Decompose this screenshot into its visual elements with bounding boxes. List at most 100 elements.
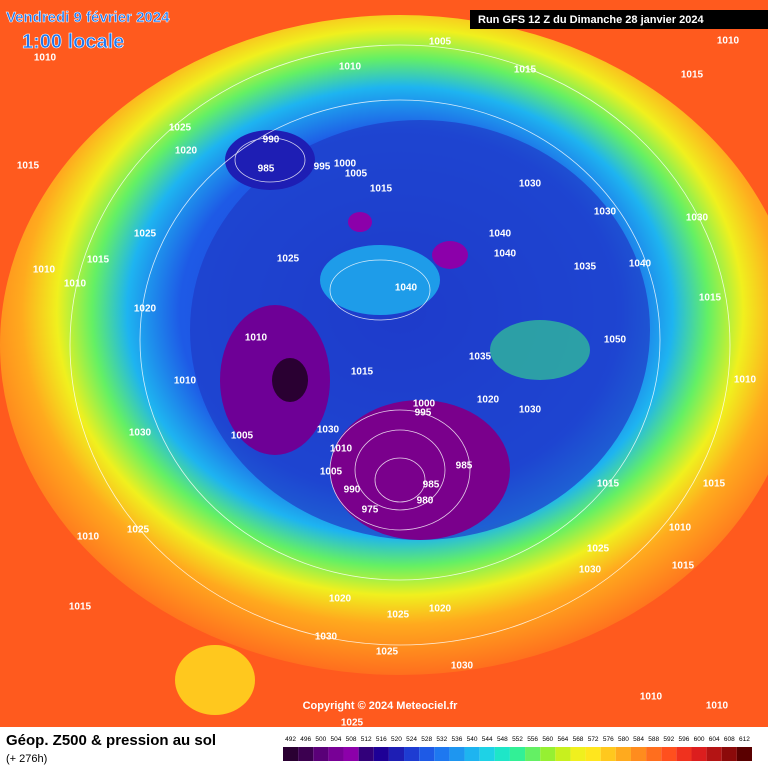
pressure-label: 1030: [594, 207, 617, 218]
pressure-label: 1020: [134, 304, 157, 315]
legend-label: 612: [739, 736, 750, 743]
legend-label: 596: [678, 736, 689, 743]
legend-label: 560: [542, 736, 553, 743]
pressure-label: 1025: [341, 718, 364, 729]
lead-time: (+ 276h): [6, 753, 47, 765]
legend-label: 584: [633, 736, 644, 743]
pressure-label: 985: [423, 480, 440, 491]
pressure-label: 1000: [413, 399, 436, 410]
pressure-label: 1015: [681, 70, 704, 81]
pressure-label: 1020: [329, 594, 352, 605]
pressure-label: 1010: [64, 279, 87, 290]
pressure-label: 1040: [395, 283, 418, 294]
pressure-label: 1005: [345, 169, 368, 180]
legend-swatch: [615, 747, 631, 761]
pressure-label: 1015: [597, 479, 620, 490]
pressure-label: 1025: [169, 123, 192, 134]
pressure-label: 995: [314, 162, 331, 173]
pressure-label: 1030: [129, 428, 152, 439]
legend-swatch: [464, 747, 480, 761]
legend-label: 552: [512, 736, 523, 743]
legend-swatch: [494, 747, 510, 761]
pressure-label: 1000: [334, 159, 357, 170]
pressure-label: 1005: [231, 431, 254, 442]
legend-swatch: [404, 747, 420, 761]
pressure-label: 1010: [174, 376, 197, 387]
pressure-label: 985: [456, 461, 473, 472]
legend-label: 568: [573, 736, 584, 743]
pressure-label: 1030: [579, 565, 602, 576]
legend-swatch: [525, 747, 541, 761]
pressure-label: 1015: [703, 479, 726, 490]
legend-label: 556: [527, 736, 538, 743]
pressure-label: 985: [258, 164, 275, 175]
pressure-label: 975: [362, 505, 379, 516]
legend-swatch: [358, 747, 374, 761]
legend-swatch: [646, 747, 662, 761]
run-box: [470, 10, 768, 29]
legend-swatch: [736, 747, 752, 761]
pressure-label: 1035: [574, 262, 597, 273]
legend-swatch: [328, 747, 344, 761]
legend-swatch: [540, 747, 556, 761]
legend-swatch: [388, 747, 405, 761]
legend-label: 592: [663, 736, 674, 743]
pressure-label: 1010: [330, 444, 353, 455]
legend-swatch: [419, 747, 435, 761]
z500-low: [432, 241, 468, 269]
pressure-label: 1015: [672, 561, 695, 572]
legend-label: 536: [452, 736, 463, 743]
copyright: Copyright © 2024 Meteociel.fr: [303, 700, 459, 712]
pressure-label: 1010: [669, 523, 692, 534]
legend-label: 608: [724, 736, 735, 743]
pressure-label: 1010: [245, 333, 268, 344]
pressure-label: 1030: [317, 425, 340, 436]
pressure-label: 1030: [519, 405, 542, 416]
legend-swatch: [479, 747, 495, 761]
pressure-label: 1025: [134, 229, 157, 240]
pressure-label: 1010: [77, 532, 100, 543]
z500-low: [225, 130, 315, 190]
pressure-label: 1030: [686, 213, 709, 224]
local-time: 1:00 locale: [22, 31, 124, 53]
legend-label: 492: [285, 736, 296, 743]
pressure-label: 1010: [706, 701, 729, 712]
pressure-label: 1015: [17, 161, 40, 172]
legend-swatch: [343, 747, 359, 761]
z500-ridge: [490, 320, 590, 380]
legend-swatch: [706, 747, 722, 761]
pressure-label: 1005: [320, 467, 343, 478]
legend-swatch: [373, 747, 389, 761]
pressure-label: 1030: [519, 179, 542, 190]
pressure-label: 1040: [629, 259, 652, 270]
legend-swatch: [585, 747, 601, 761]
pressure-label: 1030: [451, 661, 474, 672]
legend-label: 516: [376, 736, 387, 743]
pressure-label: 1030: [315, 632, 338, 643]
z500-low-core: [272, 358, 308, 402]
legend-label: 508: [346, 736, 357, 743]
legend-label: 540: [467, 736, 478, 743]
z500-low: [330, 400, 510, 540]
pressure-label: 1020: [175, 146, 198, 157]
pressure-label: 1025: [376, 647, 399, 658]
pressure-label: 1020: [477, 395, 500, 406]
pressure-label: 1050: [604, 335, 627, 346]
pressure-label: 1005: [429, 37, 452, 48]
legend-label: 500: [315, 736, 326, 743]
pressure-label: 1040: [494, 249, 517, 260]
pressure-label: 1015: [699, 293, 722, 304]
pressure-label: 1025: [387, 610, 410, 621]
pressure-label: 1020: [429, 604, 452, 615]
pressure-label: 1010: [33, 265, 56, 276]
legend-swatch: [570, 747, 586, 761]
pressure-label: 1010: [34, 53, 57, 64]
pressure-label: 1035: [469, 352, 492, 363]
legend-swatch: [600, 747, 616, 761]
pressure-label: 1040: [489, 229, 512, 240]
pressure-label: 1015: [69, 602, 92, 613]
legend-swatch: [630, 747, 647, 761]
legend-label: 572: [588, 736, 599, 743]
legend-label: 548: [497, 736, 508, 743]
legend-swatch: [434, 747, 450, 761]
